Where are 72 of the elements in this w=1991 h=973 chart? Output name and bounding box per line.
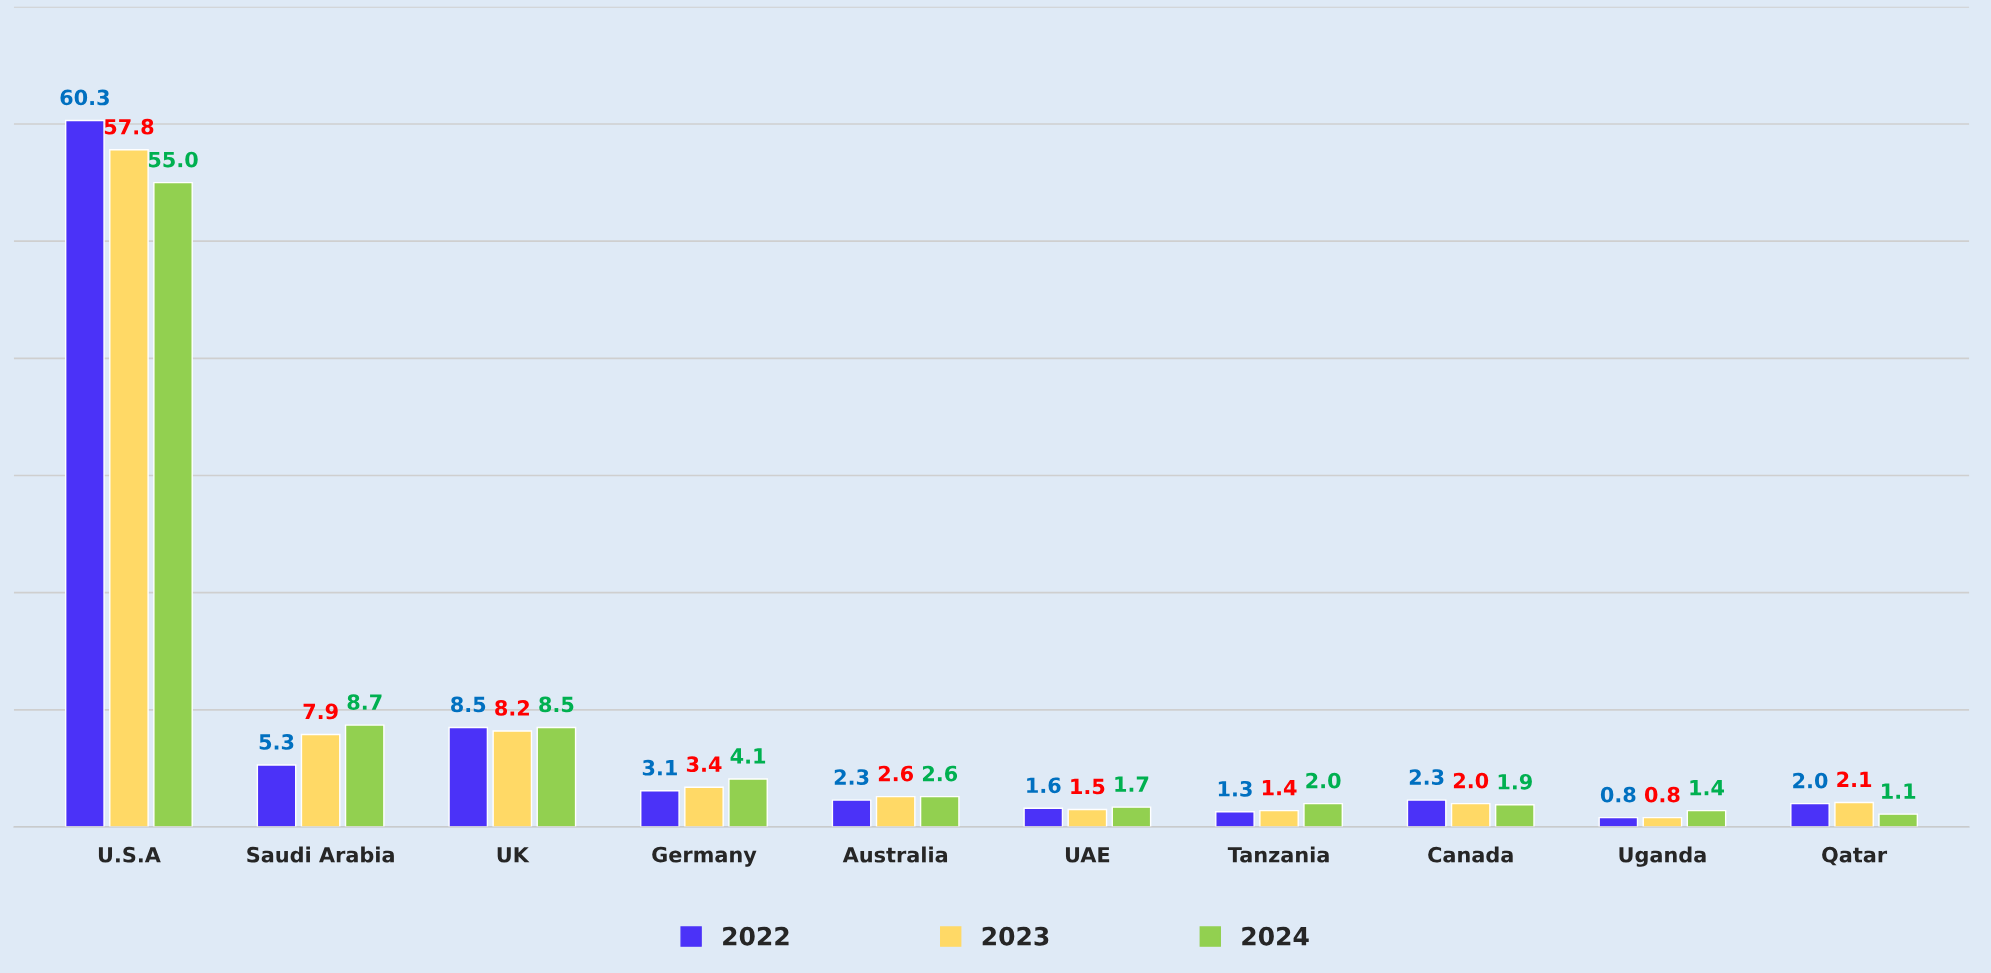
x-tick-label: UAE — [1065, 847, 1110, 863]
x-tick-label: U.S.A — [98, 846, 161, 863]
bar — [492, 730, 533, 828]
bar — [109, 149, 149, 828]
bar — [1023, 807, 1064, 828]
data-label: 2.0 — [1306, 772, 1341, 789]
data-label: 1.7 — [1115, 776, 1149, 792]
data-label: 8.5 — [539, 696, 574, 713]
bar — [1878, 813, 1919, 828]
x-tick-label: Australia — [842, 846, 948, 863]
data-label: 2.6 — [922, 765, 958, 782]
bar — [919, 795, 960, 828]
bar — [1834, 801, 1874, 828]
bar — [536, 726, 577, 828]
x-tick-label: Uganda — [1619, 846, 1706, 867]
bar — [728, 778, 768, 828]
x-tick-label: Qatar — [1822, 846, 1888, 866]
bar — [64, 119, 105, 828]
bar — [1598, 816, 1639, 828]
data-label: 1.4 — [1262, 780, 1297, 796]
data-label: 8.5 — [451, 696, 486, 713]
data-label: 5.3 — [259, 734, 294, 750]
legend-label: 2022 — [723, 926, 789, 946]
x-tick-label: Tanzania — [1227, 846, 1329, 863]
bar — [1494, 804, 1535, 828]
data-label: 1.3 — [1218, 780, 1252, 797]
data-label: 57.8 — [104, 118, 154, 135]
bar — [1111, 806, 1152, 828]
data-label: 2.3 — [834, 769, 869, 785]
bar — [153, 181, 193, 828]
bar — [831, 799, 872, 828]
legend-label: 2024 — [1242, 926, 1309, 946]
bar — [1450, 802, 1491, 828]
data-label: 2.6 — [878, 765, 914, 782]
x-tick-label: UK — [497, 847, 530, 863]
x-tick-label: Saudi Arabia — [247, 846, 394, 863]
data-label: 8.7 — [347, 694, 382, 710]
data-label: 0.8 — [1600, 786, 1636, 803]
bar — [448, 726, 489, 828]
bar — [640, 790, 680, 828]
bar — [1790, 802, 1830, 828]
x-tick-label: Germany — [652, 846, 757, 867]
data-label: 60.3 — [60, 89, 109, 106]
data-label: 3.4 — [686, 756, 722, 773]
data-label: 2.0 — [1453, 772, 1489, 789]
bar — [256, 764, 297, 828]
bar — [1259, 809, 1299, 828]
bar — [684, 786, 724, 828]
data-label: 1.9 — [1498, 773, 1532, 790]
data-label: 2.3 — [1409, 769, 1444, 785]
bar — [1215, 811, 1255, 828]
bar — [875, 795, 916, 828]
data-label: 1.6 — [1027, 777, 1061, 794]
data-label: 55.0 — [148, 151, 198, 168]
data-label: 1.1 — [1882, 783, 1916, 799]
data-label: 1.5 — [1071, 778, 1105, 795]
data-label: 2.1 — [1837, 771, 1872, 787]
bar — [1303, 802, 1343, 828]
bar — [344, 724, 385, 828]
data-label: 2.0 — [1793, 772, 1828, 789]
data-label: 4.1 — [730, 748, 766, 764]
bar — [300, 733, 341, 828]
data-label: 3.1 — [642, 759, 677, 776]
data-label: 1.4 — [1690, 780, 1724, 796]
bar — [1406, 799, 1447, 828]
bar — [1686, 809, 1727, 828]
x-tick-label: Canada — [1428, 846, 1513, 863]
legend-label: 2023 — [982, 926, 1049, 946]
data-label: 0.8 — [1644, 786, 1680, 803]
bar — [1067, 808, 1108, 828]
data-label: 7.9 — [303, 703, 338, 720]
data-label: 8.2 — [495, 700, 529, 716]
